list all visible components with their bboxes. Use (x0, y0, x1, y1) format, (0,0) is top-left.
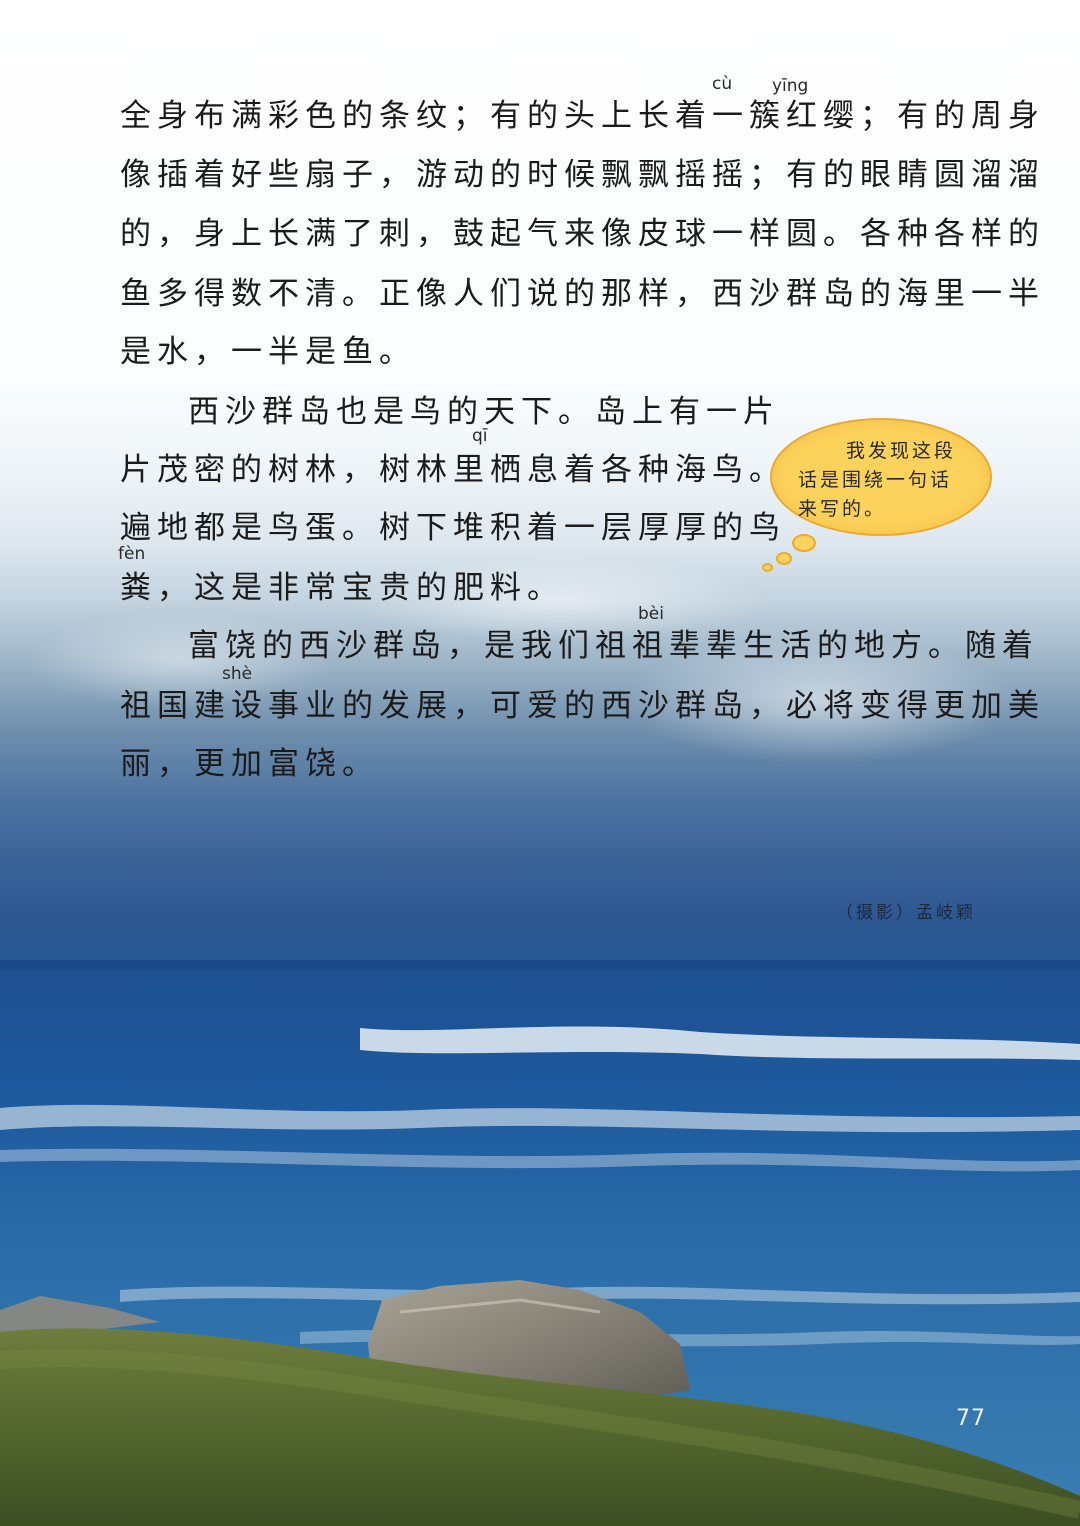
thought-dot (762, 563, 773, 572)
grass (0, 1328, 1080, 1526)
bubble-text-line: 我发现这段 (846, 440, 957, 462)
bubble-text-line: 话是围绕一句话 (798, 469, 953, 491)
text-line: 丽，更加富饶。 (120, 746, 379, 782)
bubble-text-line: 来写的。 (798, 498, 887, 520)
thought-bubble: 我发现这段 话是围绕一句话 来写的。 (770, 418, 992, 536)
text-line: 鱼多得数不清。正像人们说的那样，西沙群岛的海里一半 (120, 276, 1045, 312)
text-line: 全身布满彩色的条纹；有的头上长着一簇红缨；有的周身 (120, 98, 1045, 134)
thought-dot (776, 552, 792, 565)
text-line: 祖国建设事业的发展，可爱的西沙群岛，必将变得更加美 (120, 688, 1045, 724)
text-line: 片茂密的树林，树林里栖息着各种海鸟。 (120, 452, 786, 488)
text-line: 像插着好些扇子，游动的时候飘飘摇摇；有的眼睛圆溜溜 (120, 157, 1045, 193)
thought-dot (792, 534, 816, 552)
photo-credit: （摄影）孟岐颖 (836, 903, 976, 923)
pinyin-ying: yīng (772, 76, 809, 96)
text-line: 是水，一半是鱼。 (120, 334, 416, 370)
text-line: 西沙群岛也是鸟的天下。岛上有一片 (188, 394, 780, 430)
text-line: 遍地都是鸟蛋。树下堆积着一层厚厚的鸟 (120, 510, 786, 546)
pinyin-cu: cù (712, 74, 733, 94)
text-line: 粪，这是非常宝贵的肥料。 (120, 570, 564, 606)
pinyin-fen: fèn (118, 544, 146, 564)
waves (0, 1026, 1080, 1347)
page-number: 77 (956, 1406, 986, 1431)
pinyin-she: shè (222, 664, 253, 684)
text-line: 富饶的西沙群岛，是我们祖祖辈辈生活的地方。随着 (188, 628, 1039, 664)
pinyin-bei: bèi (638, 604, 664, 624)
pinyin-qi: qī (472, 426, 488, 446)
text-line: 的，身上长满了刺，鼓起气来像皮球一样圆。各种各样的 (120, 216, 1045, 252)
ocean-coast-photo (0, 960, 1080, 1526)
